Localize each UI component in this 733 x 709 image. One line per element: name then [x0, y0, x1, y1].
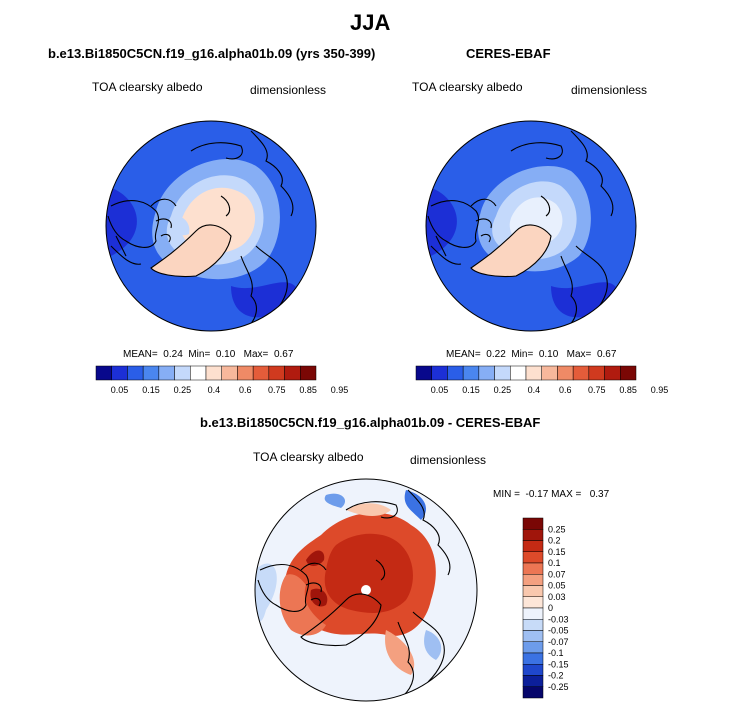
colorbar-swatch — [253, 366, 269, 380]
colorbar-swatch — [620, 366, 636, 380]
colorbar-tick-label: 0.85 — [619, 385, 637, 395]
obs-colorbar: 0.05 0.15 0.25 0.4 0.6 0.75 0.85 0.95 — [416, 366, 668, 395]
colorbar-swatch — [523, 541, 543, 552]
colorbar-swatch — [269, 366, 285, 380]
colorbar-tick-label: 0.95 — [331, 385, 349, 395]
colorbar-tick-label: 0.4 — [528, 385, 541, 395]
colorbar-tick-label: 0.03 — [548, 592, 566, 602]
colorbar-tick-label: 0.15 — [548, 547, 566, 557]
colorbar-swatch — [479, 366, 495, 380]
colorbar-swatch — [127, 366, 143, 380]
colorbar-swatch — [222, 366, 238, 380]
colorbar-tick-label: 0.25 — [548, 524, 566, 534]
colorbar-tick-label: -0.03 — [548, 614, 569, 624]
colorbar-swatch — [432, 366, 448, 380]
colorbar-tick-label: -0.15 — [548, 659, 569, 669]
colorbar-tick-label: 0.05 — [431, 385, 449, 395]
diff-colorbar: 0.250.20.150.10.070.050.030-0.03-0.05-0.… — [523, 518, 569, 698]
colorbar-tick-label: 0 — [548, 603, 553, 613]
colorbar-swatch — [523, 653, 543, 664]
colorbar-tick-label: 0.4 — [208, 385, 221, 395]
obs-polar-map — [421, 121, 636, 331]
colorbar-swatch — [510, 366, 526, 380]
colorbar-swatch — [605, 366, 621, 380]
colorbar-tick-label: 0.95 — [651, 385, 669, 395]
colorbar-swatch — [190, 366, 206, 380]
colorbar-swatch — [542, 366, 558, 380]
colorbar-tick-label: 0.25 — [174, 385, 192, 395]
model-colorbar: 0.05 0.15 0.25 0.4 0.6 0.75 0.85 0.95 — [96, 366, 348, 395]
colorbar-swatch — [416, 366, 432, 380]
colorbar-swatch — [523, 574, 543, 585]
colorbar-swatch — [159, 366, 175, 380]
colorbar-swatch — [526, 366, 542, 380]
colorbar-swatch — [523, 608, 543, 619]
colorbar-swatch — [589, 366, 605, 380]
colorbar-tick-label: 0.05 — [548, 581, 566, 591]
colorbar-swatch — [175, 366, 191, 380]
colorbar-swatch — [300, 366, 316, 380]
colorbar-swatch — [523, 631, 543, 642]
colorbar-tick-label: 0.15 — [142, 385, 160, 395]
colorbar-swatch — [523, 563, 543, 574]
colorbar-swatch — [523, 529, 543, 540]
colorbar-tick-label: 0.75 — [268, 385, 286, 395]
colorbar-swatch — [495, 366, 511, 380]
colorbar-tick-label: -0.25 — [548, 682, 569, 692]
colorbar-tick-label: 0.6 — [559, 385, 572, 395]
colorbar-tick-label: 0.1 — [548, 558, 561, 568]
colorbar-tick-label: -0.05 — [548, 626, 569, 636]
colorbar-swatch — [523, 676, 543, 687]
colorbar-swatch — [112, 366, 128, 380]
colorbar-swatch — [523, 687, 543, 698]
diff-polar-map — [255, 479, 477, 701]
colorbar-swatch — [285, 366, 301, 380]
colorbar-tick-label: 0.85 — [299, 385, 317, 395]
colorbar-tick-label: 0.2 — [548, 536, 561, 546]
colorbar-swatch — [523, 552, 543, 563]
colorbar-tick-label: 0.25 — [494, 385, 512, 395]
colorbar-tick-label: 0.05 — [111, 385, 129, 395]
colorbar-swatch — [523, 664, 543, 675]
colorbar-swatch — [523, 586, 543, 597]
colorbar-tick-label: 0.6 — [239, 385, 252, 395]
colorbar-tick-label: -0.07 — [548, 637, 569, 647]
colorbar-swatch — [237, 366, 253, 380]
maps-figure: 0.05 0.15 0.25 0.4 0.6 0.75 0.85 0.95 0.05 0.15 0… — [0, 0, 733, 709]
colorbar-tick-label: -0.1 — [548, 648, 564, 658]
colorbar-tick-label: 0.07 — [548, 569, 566, 579]
colorbar-swatch — [523, 642, 543, 653]
colorbar-swatch — [573, 366, 589, 380]
colorbar-swatch — [523, 619, 543, 630]
colorbar-tick-label: 0.75 — [588, 385, 606, 395]
colorbar-swatch — [206, 366, 222, 380]
colorbar-swatch — [96, 366, 112, 380]
colorbar-tick-label: 0.15 — [462, 385, 480, 395]
colorbar-swatch — [523, 597, 543, 608]
colorbar-swatch — [463, 366, 479, 380]
colorbar-swatch — [447, 366, 463, 380]
colorbar-swatch — [557, 366, 573, 380]
colorbar-swatch — [523, 518, 543, 529]
colorbar-swatch — [143, 366, 159, 380]
model-polar-map — [101, 121, 316, 331]
colorbar-tick-label: -0.2 — [548, 671, 564, 681]
